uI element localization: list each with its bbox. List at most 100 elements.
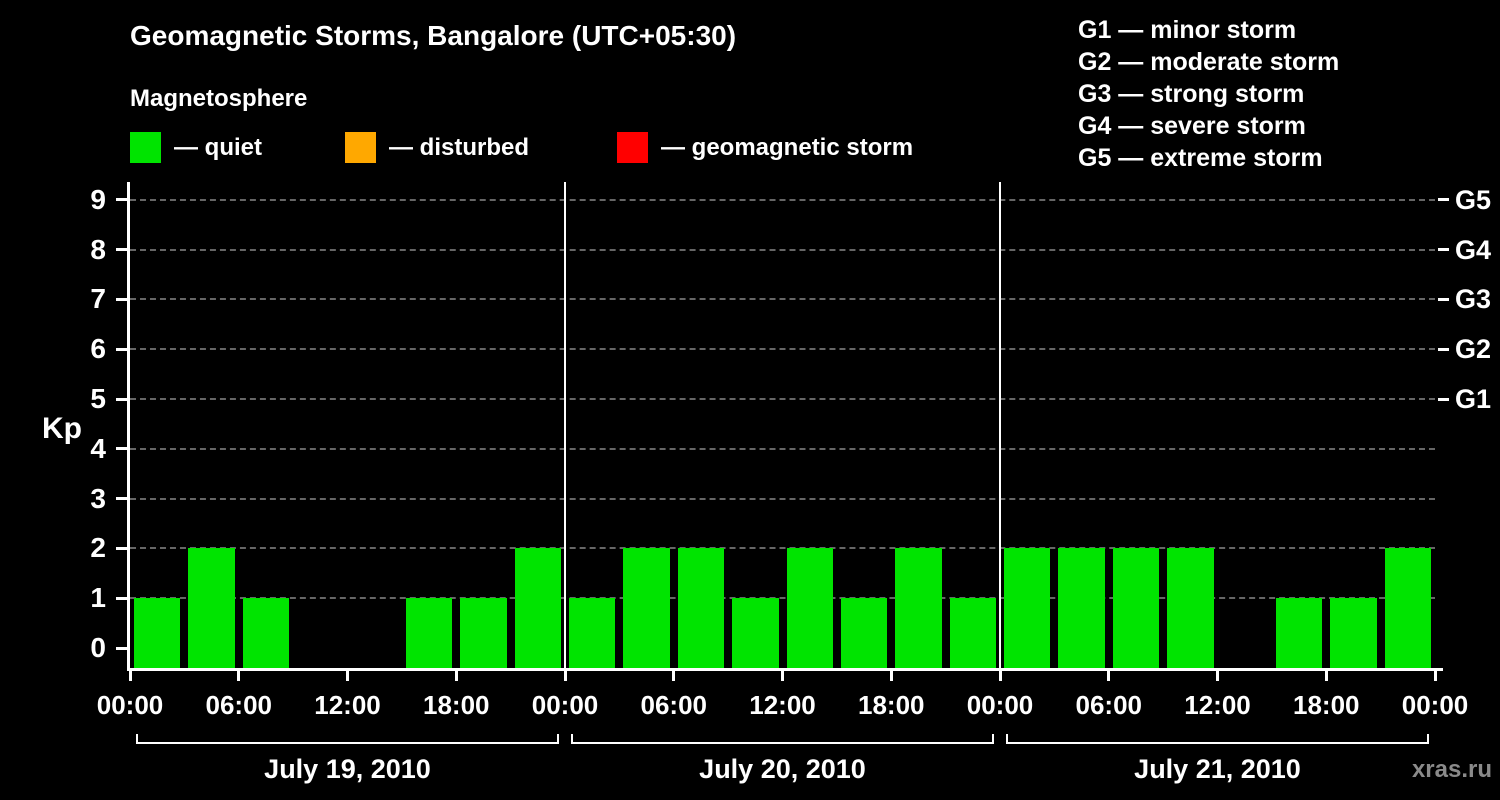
y-axis-label-2: 2	[90, 532, 106, 564]
x-axis-label-6: 12:00	[749, 690, 816, 720]
y-axis-tick-5	[116, 397, 127, 401]
day-date-label: July 21, 2010	[1134, 754, 1301, 784]
kp-bar	[732, 598, 779, 668]
g-axis-tick-G3	[1438, 297, 1449, 301]
x-axis-tick-8	[998, 671, 1002, 681]
day-date-label: July 19, 2010	[264, 754, 431, 784]
x-axis-label-4: 00:00	[531, 690, 599, 720]
gridline-kp3	[130, 497, 1435, 500]
y-axis-tick-9	[116, 198, 127, 202]
day-bracket-end	[557, 734, 559, 742]
kp-bar	[1330, 598, 1377, 668]
kp-bar	[949, 598, 996, 668]
y-axis-tick-8	[116, 248, 127, 252]
y-axis-tick-6	[116, 347, 127, 351]
day-bracket-end	[992, 734, 994, 742]
y-axis-label-4: 4	[90, 432, 106, 464]
day-bracket-end	[1006, 734, 1008, 742]
legend-label-disturbed: — disturbed	[389, 133, 530, 161]
gridline-kp5	[130, 398, 1435, 400]
legend-item-disturbed: — disturbed	[345, 132, 529, 163]
y-axis-label-6: 6	[90, 333, 106, 365]
x-axis-label-8: 00:00	[966, 690, 1034, 720]
y-axis-label-0: 0	[90, 632, 106, 663]
y-axis-label-1: 1	[90, 582, 106, 614]
kp-bar	[1058, 548, 1105, 668]
kp-bar	[1004, 548, 1051, 668]
x-axis-tick-3	[454, 671, 458, 681]
magnetosphere-label: Magnetosphere	[130, 85, 308, 112]
gridline-kp2	[130, 547, 1435, 550]
x-axis-label-3: 18:00	[423, 690, 490, 720]
x-axis-label-7: 18:00	[858, 690, 925, 720]
kp-bar	[840, 598, 888, 668]
g1-legend-row: G1 — minor storm	[1078, 16, 1297, 44]
kp-bar	[1167, 548, 1214, 668]
kp-bar	[1275, 598, 1323, 668]
x-axis-tick-6	[781, 671, 784, 681]
gridline-kp7	[130, 298, 1435, 301]
y-axis-label-7: 7	[90, 283, 106, 315]
kp-axis-title: Kp	[42, 412, 82, 445]
g-axis-tick-G2	[1438, 347, 1449, 351]
x-axis-tick-10	[1216, 671, 1219, 681]
xras-watermark: xras.ru	[1411, 756, 1492, 783]
kp-bar	[895, 548, 942, 668]
kp-bar	[460, 598, 507, 668]
y-axis-label-5: 5	[90, 383, 106, 414]
gridline-kp4	[130, 447, 1435, 450]
x-axis-tick-1	[237, 671, 241, 681]
gridline-kp6	[130, 348, 1435, 351]
y-axis-tick-2	[116, 546, 127, 550]
gridline-kp9	[130, 198, 1435, 201]
g-axis-label-G4: G4	[1455, 234, 1492, 265]
storm-color-swatch	[617, 132, 648, 163]
day-bracket-end	[1427, 734, 1429, 742]
x-axis-line	[127, 668, 1443, 671]
quiet-color-swatch	[130, 132, 161, 163]
y-axis-tick-1	[116, 596, 127, 600]
kp-state-legend: — quiet — disturbed — geomagnetic storm	[0, 132, 1000, 166]
x-axis-tick-9	[1107, 671, 1111, 681]
x-axis-tick-2	[346, 671, 349, 681]
kp-bar	[514, 548, 561, 668]
kp-bar	[1112, 548, 1160, 668]
day-bracket-line	[1006, 742, 1429, 744]
x-axis-label-2: 12:00	[314, 690, 381, 720]
y-axis-tick-0	[116, 646, 127, 650]
g-axis-label-G3: G3	[1455, 284, 1492, 315]
kp-bar	[188, 548, 235, 668]
g-axis-label-G1: G1	[1455, 384, 1492, 414]
x-axis-tick-4	[563, 671, 567, 681]
y-axis-tick-7	[116, 297, 127, 301]
gridline-kp1	[130, 597, 1435, 600]
day-bracket-line	[136, 742, 559, 744]
x-axis-label-12: 00:00	[1401, 690, 1469, 720]
legend-item-storm: — geomagnetic storm	[617, 132, 913, 163]
day-date-label: July 20, 2010	[699, 754, 866, 784]
y-axis-label-3: 3	[90, 482, 106, 514]
x-axis-tick-5	[672, 671, 676, 681]
g2-legend-row: G2 — moderate storm	[1078, 48, 1340, 76]
g-axis-tick-G5	[1438, 198, 1449, 202]
kp-bar	[786, 548, 833, 668]
g4-legend-row: G4 — severe storm	[1078, 112, 1306, 140]
kp-bar	[569, 598, 616, 668]
x-axis-label-9: 06:00	[1075, 690, 1143, 720]
kp-bar	[242, 598, 290, 668]
day-separator-line	[564, 182, 566, 668]
day-separator-line	[999, 182, 1001, 668]
g-axis-tick-G4	[1438, 248, 1449, 252]
legend-label-quiet: — quiet	[174, 133, 262, 161]
g-axis-tick-G1	[1438, 397, 1449, 401]
y-axis-label-9: 9	[90, 183, 106, 215]
kp-bar	[134, 598, 181, 668]
g3-legend-row: G3 — strong storm	[1078, 80, 1305, 108]
g-axis-label-G2: G2	[1455, 334, 1492, 365]
y-axis-tick-4	[116, 447, 127, 451]
y-axis-label-8: 8	[90, 233, 106, 265]
day-bracket-end	[571, 734, 573, 742]
day-bracket-end	[136, 734, 138, 742]
